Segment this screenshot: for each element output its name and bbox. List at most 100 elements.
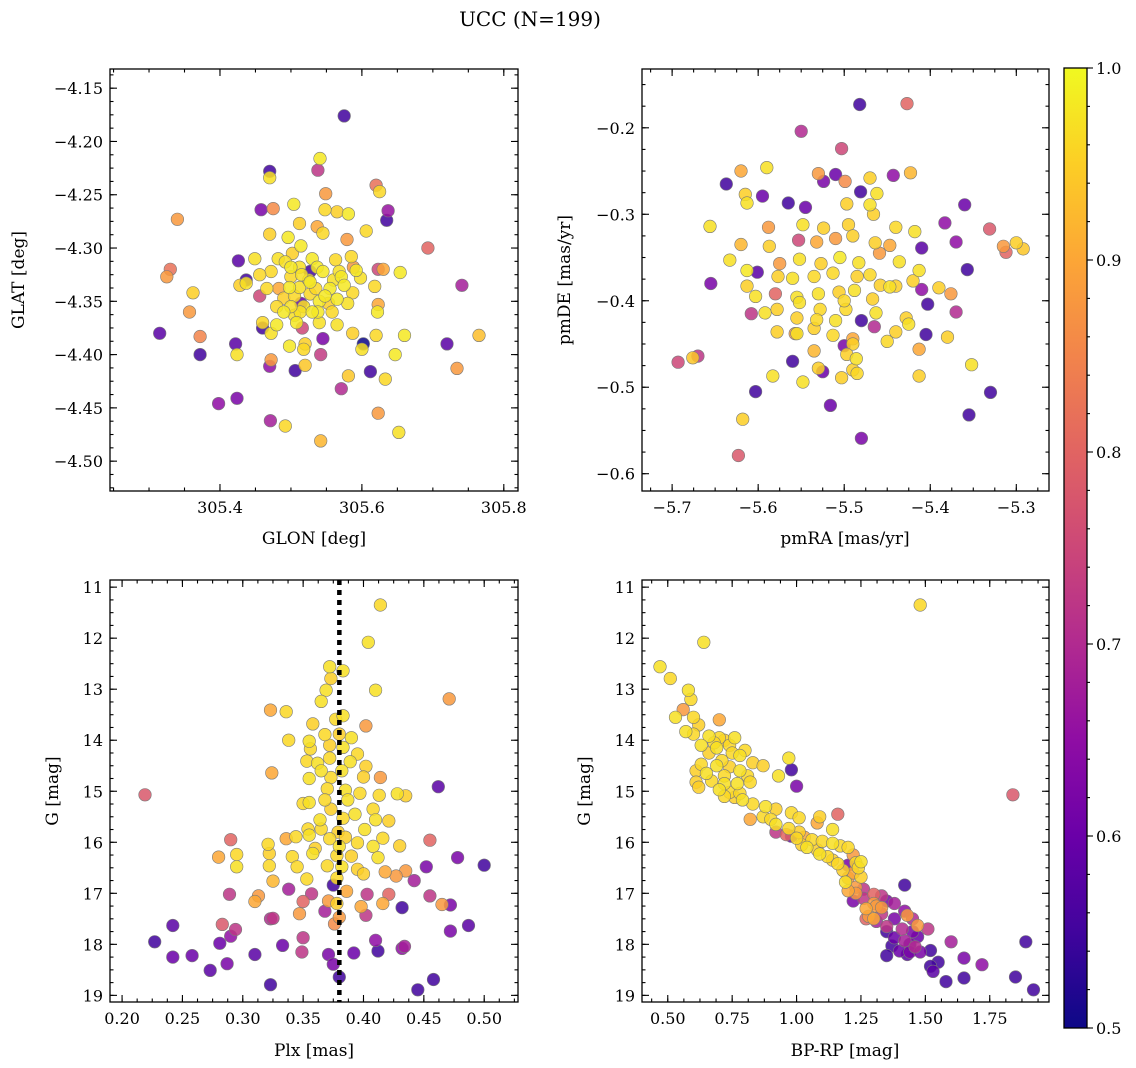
data-point	[372, 788, 386, 802]
data-point	[892, 255, 906, 269]
data-point	[915, 241, 929, 255]
data-point	[826, 328, 840, 342]
x-tick-label: 305.6	[339, 498, 385, 517]
data-point	[833, 250, 847, 265]
data-point	[442, 692, 456, 706]
data-point	[138, 788, 152, 802]
data-point	[789, 779, 804, 793]
x-axis-label: BP-RP [mag]	[791, 1041, 900, 1061]
data-point	[313, 813, 327, 827]
data-point	[166, 950, 180, 964]
data-point	[182, 305, 197, 319]
axes-frame	[641, 68, 1050, 492]
data-point	[230, 391, 244, 405]
data-point	[912, 263, 926, 278]
data-point	[810, 313, 824, 327]
data-point	[743, 775, 757, 789]
axes-frame	[109, 579, 519, 1003]
data-point	[915, 282, 929, 297]
data-point	[360, 887, 374, 901]
data-point	[902, 317, 916, 331]
data-point	[282, 280, 297, 295]
data-point	[376, 262, 390, 276]
data-point	[859, 901, 873, 916]
data-point	[798, 200, 813, 214]
data-point	[728, 731, 742, 745]
data-point	[292, 907, 307, 921]
data-point	[850, 269, 864, 284]
data-point	[910, 918, 925, 933]
data-point	[316, 332, 330, 346]
data-point	[370, 305, 385, 319]
data-point	[319, 683, 333, 697]
panel-bprp-g: 0.50 0.75 1.00 1.25 1.50 1.75 11 12 13 14 15 16 17 18…	[575, 578, 1050, 1061]
data-point	[340, 884, 354, 898]
data-point	[323, 660, 337, 674]
data-point	[847, 283, 862, 298]
data-point	[828, 167, 843, 182]
data-point	[262, 859, 276, 873]
data-point	[841, 840, 855, 855]
data-point	[349, 263, 363, 278]
data-point	[376, 831, 390, 845]
data-point	[975, 958, 989, 972]
x-tick-label: 305.4	[197, 498, 243, 517]
data-point	[260, 281, 274, 296]
data-point	[1009, 236, 1023, 250]
colorbar-tick-label: 0.9	[1096, 251, 1121, 270]
data-point	[395, 900, 409, 915]
data-point	[863, 198, 877, 212]
data-point	[341, 793, 355, 807]
scatter-points-bprp-g	[653, 598, 1041, 997]
data-point	[344, 250, 358, 264]
x-tick-label: 0.50	[466, 1009, 502, 1028]
data-point	[782, 751, 796, 765]
data-point	[811, 287, 826, 301]
data-point	[796, 375, 810, 389]
data-point	[939, 974, 953, 989]
data-point	[823, 398, 838, 413]
data-point	[748, 289, 763, 304]
data-point	[913, 598, 927, 612]
data-point	[343, 755, 357, 769]
data-point	[253, 268, 267, 282]
data-point	[796, 218, 810, 232]
data-point	[852, 256, 866, 270]
y-tick-label: −4.40	[54, 346, 103, 365]
data-point	[320, 859, 334, 873]
data-point	[964, 358, 979, 372]
y-tick-label: 11	[83, 578, 103, 597]
data-point	[840, 197, 854, 211]
data-point	[285, 246, 300, 260]
y-tick-label: 19	[615, 986, 635, 1005]
y-tick-label: −4.45	[54, 399, 103, 418]
data-point	[153, 326, 167, 340]
data-point	[306, 846, 320, 861]
data-point	[883, 280, 897, 294]
x-tick-label: 1.00	[779, 1009, 815, 1028]
data-point	[903, 166, 918, 180]
data-point	[461, 918, 476, 933]
data-point	[350, 836, 365, 850]
data-point	[356, 867, 371, 881]
x-tick-label: 1.75	[972, 1009, 1008, 1028]
y-tick-label: −4.35	[54, 292, 103, 311]
data-point	[692, 780, 706, 794]
data-point	[287, 197, 301, 211]
data-point	[880, 334, 894, 349]
data-point	[926, 964, 940, 979]
data-point	[254, 203, 268, 217]
data-point	[785, 354, 800, 368]
data-point	[381, 204, 395, 218]
data-point	[296, 894, 310, 909]
data-point	[302, 771, 316, 786]
x-tick-label: 0.20	[104, 1009, 140, 1028]
data-point	[694, 738, 708, 752]
x-tick-label: −5.3	[997, 498, 1036, 517]
x-tick-label: 0.50	[650, 1009, 686, 1028]
x-tick-label: 305.8	[481, 498, 527, 517]
data-point	[302, 734, 316, 748]
axis-ticks: −5.7 −5.6 −5.5 −5.4 −5.3 −0.6 −0.5 −0.4 −0.3 −0.2	[596, 69, 1049, 517]
data-point	[376, 896, 390, 911]
data-point	[334, 382, 348, 396]
